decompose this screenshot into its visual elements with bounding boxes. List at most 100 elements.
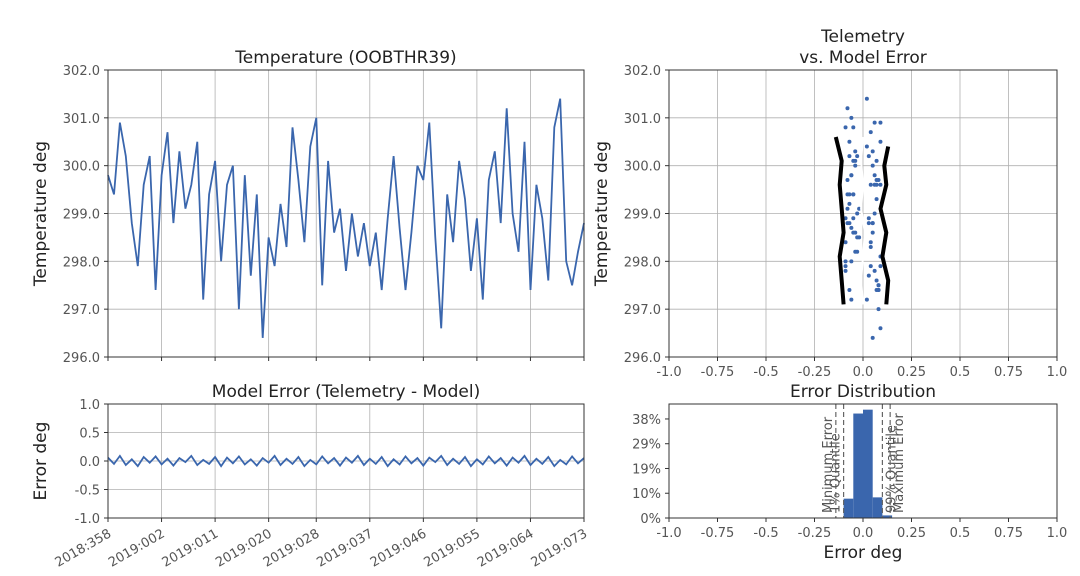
scatter-point <box>853 163 858 168</box>
scatter-point <box>843 264 848 269</box>
scatter-point <box>847 201 852 206</box>
axes-frame <box>107 69 585 358</box>
scatter-point <box>849 297 854 302</box>
y-tick-label: 0.0 <box>79 455 100 470</box>
scatter-point <box>870 221 875 226</box>
scatter-point <box>872 211 877 216</box>
axes: 296.0 297.0 298.0 299.0 300.0 301.0 302.0 -1.0 -… <box>592 27 1067 380</box>
scatter-point <box>876 178 881 183</box>
x-tick-label: 2019:037 <box>314 526 375 570</box>
scatter-point <box>843 125 848 130</box>
scatter-point <box>872 173 877 178</box>
scatter-point <box>874 197 879 202</box>
axes: -1.0 -0.5 0.0 0.5 1.0 2018:3582019:0022019:01… <box>31 382 590 571</box>
histogram-bar <box>853 413 863 518</box>
y-tick-label: 298.0 <box>624 255 661 270</box>
x-tick-label: -0.25 <box>798 526 832 541</box>
reference-label: 99% Quantile <box>884 425 899 513</box>
scatter-point <box>843 268 848 273</box>
y-tick-label: 297.0 <box>63 303 100 318</box>
x-tick-label: -1.0 <box>656 526 681 541</box>
scatter-point <box>870 230 875 235</box>
reference-label: Minimum Error <box>821 416 836 513</box>
x-tick-label: 0.5 <box>950 526 971 541</box>
x-tick-label: 1.0 <box>1047 365 1068 380</box>
chart-title: Model Error (Telemetry - Model) <box>212 382 480 402</box>
scatter-point <box>864 96 869 101</box>
scatter-point <box>870 149 875 154</box>
y-axis-label: Temperature deg <box>592 141 612 287</box>
scatter-point <box>866 221 871 226</box>
quantile-line <box>833 136 846 305</box>
y-tick-label: 301.0 <box>63 112 100 127</box>
axes: 296.0 297.0 298.0 299.0 300.0 301.0 302.0 Tempe… <box>31 48 585 366</box>
axes-frame <box>107 403 585 519</box>
x-tick-label: 0.25 <box>897 526 926 541</box>
scatter-point <box>851 125 856 130</box>
y-axis-label: Error deg <box>31 422 51 501</box>
x-tick-label: 0.25 <box>897 365 926 380</box>
y-tick-label: 300.0 <box>63 160 100 175</box>
y-axis-label: Temperature deg <box>31 141 51 287</box>
scatter-point <box>855 154 860 159</box>
scatter-point <box>864 297 869 302</box>
scatter-point <box>853 249 858 254</box>
scatter-point <box>857 235 862 240</box>
y-tick-label: 0.5 <box>79 427 100 442</box>
x-tick-label: 0.0 <box>853 526 874 541</box>
axes-frame <box>668 69 1058 358</box>
x-tick-label: 0.75 <box>994 365 1023 380</box>
y-tick-label: 302.0 <box>624 64 661 79</box>
x-tick-label: -1.0 <box>656 365 681 380</box>
scatter-point <box>866 154 871 159</box>
y-tick-label: 296.0 <box>624 351 661 366</box>
scatter-point <box>847 154 852 159</box>
scatter-point <box>868 264 873 269</box>
scatter-point <box>843 259 848 264</box>
chart-title: Telemetry vs. Model Error <box>799 27 927 68</box>
x-tick-label: 0.5 <box>950 365 971 380</box>
scatter-point <box>845 206 850 211</box>
y-tick-label: 299.0 <box>63 208 100 223</box>
scatter-point <box>845 106 850 111</box>
x-tick-label: 2019:002 <box>106 526 167 570</box>
y-tick-label: 1.0 <box>79 398 100 413</box>
y-tick-label: 29% <box>632 438 661 453</box>
scatter-point <box>878 264 883 269</box>
x-tick-label: -0.25 <box>798 365 832 380</box>
reference-label: 1% Quantile <box>829 433 844 513</box>
histogram-bar <box>872 497 883 518</box>
y-tick-label: 19% <box>632 462 661 477</box>
x-tick-label: 1.0 <box>1047 526 1068 541</box>
x-tick-label: 0.75 <box>994 526 1023 541</box>
scatter-point <box>878 182 883 187</box>
histogram-bar <box>863 409 873 518</box>
chart-title: Temperature (OOBTHR39) <box>234 48 456 68</box>
scatter-point <box>843 240 848 245</box>
scatter-point <box>866 273 871 278</box>
x-tick-label: 2019:055 <box>421 526 482 570</box>
x-tick-label: -0.75 <box>701 365 735 380</box>
scatter-point <box>849 259 854 264</box>
scatter-point <box>868 240 873 245</box>
chart-title: Error Distribution <box>790 382 936 402</box>
scatter-point <box>847 139 852 144</box>
scatter-point <box>876 307 881 312</box>
x-tick-label: -0.5 <box>753 365 778 380</box>
y-tick-label: 301.0 <box>624 112 661 127</box>
scatter-point <box>851 192 856 197</box>
y-tick-label: -0.5 <box>75 484 100 499</box>
scatter-point <box>872 182 877 187</box>
scatter-point <box>864 144 869 149</box>
scatter-point <box>847 288 852 293</box>
scatter-point <box>868 244 873 249</box>
scatter-point <box>849 115 854 120</box>
y-tick-label: 0% <box>640 512 661 527</box>
reference-label: Maximum Error <box>892 412 907 513</box>
x-tick-label: 2019:064 <box>475 526 536 570</box>
scatter-point <box>855 211 860 216</box>
y-tick-label: 300.0 <box>624 160 661 175</box>
scatter-point <box>851 158 856 163</box>
scatter-point <box>853 230 858 235</box>
scatter-point <box>878 326 883 331</box>
